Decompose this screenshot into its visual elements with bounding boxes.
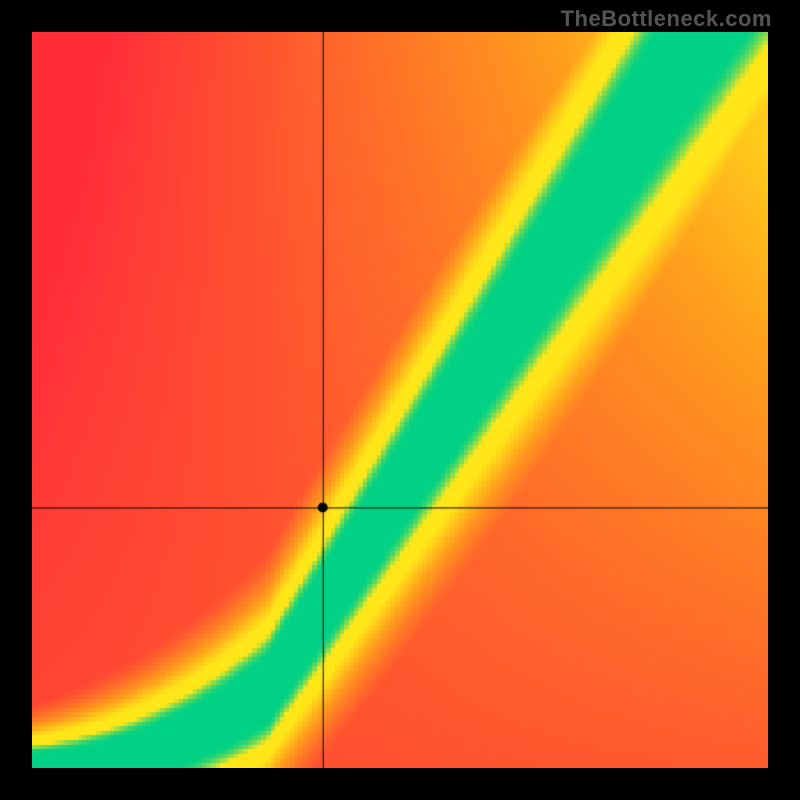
watermark-text: TheBottleneck.com [561, 6, 772, 32]
chart-frame: { "watermark": "TheBottleneck.com", "can… [0, 0, 800, 800]
crosshair-overlay [32, 32, 768, 768]
